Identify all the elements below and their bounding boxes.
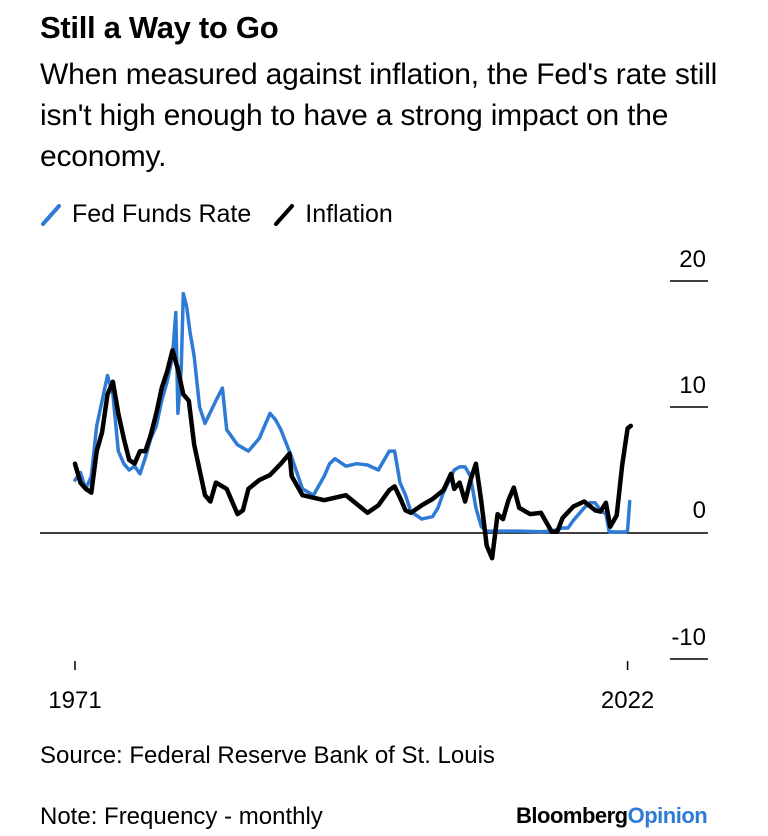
legend-swatch-inflation xyxy=(274,203,295,226)
source-note: Source: Federal Reserve Bank of St. Loui… xyxy=(40,742,495,769)
brand-logo-opinion: Opinion xyxy=(627,803,708,828)
y-tick-label-10: 10 xyxy=(679,372,706,399)
legend-swatch-fed-funds-rate xyxy=(41,203,61,226)
x-tick-label-1971: 1971 xyxy=(48,687,101,714)
frequency-note: Note: Frequency - monthly xyxy=(40,803,323,830)
chart-subtitle: When measured against inflation, the Fed… xyxy=(40,58,718,173)
legend: Fed Funds Rate Inflation xyxy=(40,200,415,229)
y-tick-label-20: 20 xyxy=(679,246,706,273)
brand-logo: BloombergOpinion xyxy=(516,803,708,829)
y-tick-label-0: 0 xyxy=(693,497,706,524)
x-tick-label-2022: 2022 xyxy=(601,687,654,714)
line-chart: 20 10 0 -10 1971 2022 xyxy=(40,246,708,714)
brand-logo-bloomberg: Bloomberg xyxy=(516,803,628,828)
legend-item-inflation: Inflation xyxy=(273,200,393,229)
series-line-inflation xyxy=(72,348,634,561)
legend-item-fed-funds-rate: Fed Funds Rate xyxy=(40,200,251,229)
legend-label-inflation: Inflation xyxy=(305,200,393,228)
chart-title: Still a Way to Go xyxy=(40,10,279,45)
y-tick-label--10: -10 xyxy=(671,624,706,651)
legend-label-fed-funds-rate: Fed Funds Rate xyxy=(72,200,252,228)
